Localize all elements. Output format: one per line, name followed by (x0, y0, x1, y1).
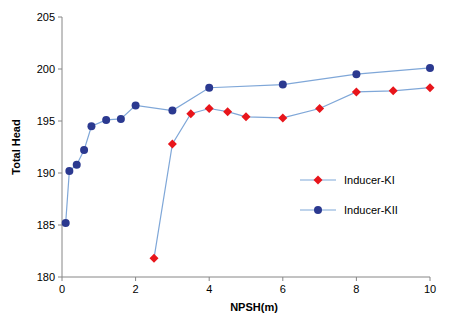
x-tick-label: 6 (280, 283, 286, 295)
x-tick (62, 277, 63, 281)
data-point (150, 254, 159, 263)
y-axis-label: Total Head (10, 119, 22, 174)
x-tick (209, 277, 210, 281)
data-point (315, 104, 324, 113)
x-tick (356, 277, 357, 281)
data-point (186, 109, 195, 118)
data-point (278, 113, 287, 122)
data-point (102, 116, 110, 124)
legend-marker (314, 176, 323, 185)
x-tick-label: 4 (206, 283, 212, 295)
legend-label: Inducer-KII (344, 204, 398, 216)
x-tick (282, 277, 283, 281)
data-point (205, 84, 213, 92)
x-tick-label: 8 (353, 283, 359, 295)
data-point (205, 104, 214, 113)
data-point (426, 83, 435, 92)
y-tick-label: 195 (37, 115, 55, 127)
data-point (87, 122, 95, 130)
data-point (279, 81, 287, 89)
y-tick (58, 173, 62, 174)
data-point (242, 112, 251, 121)
y-tick-label: 190 (37, 167, 55, 179)
data-point (132, 101, 140, 109)
legend-label: Inducer-KI (344, 174, 395, 186)
y-tick (58, 225, 62, 226)
data-point (426, 64, 434, 72)
y-tick-label: 205 (37, 11, 55, 23)
data-point (389, 86, 398, 95)
data-point (73, 161, 81, 169)
plot-area (62, 64, 435, 263)
data-point (117, 115, 125, 123)
y-tick-label: 200 (37, 63, 55, 75)
series-line (66, 68, 430, 223)
y-tick (58, 69, 62, 70)
data-point (223, 107, 232, 116)
x-tick (135, 277, 136, 281)
y-tick (58, 121, 62, 122)
y-tick-label: 185 (37, 219, 55, 231)
x-axis-label: NPSH(m) (230, 301, 278, 313)
data-point (62, 219, 70, 227)
y-tick (58, 17, 62, 18)
data-point (352, 70, 360, 78)
data-point (65, 167, 73, 175)
x-axis (62, 277, 430, 278)
x-tick-label: 10 (424, 283, 436, 295)
legend-marker (314, 206, 322, 214)
y-axis (62, 17, 63, 277)
data-point (168, 107, 176, 115)
x-tick (430, 277, 431, 281)
x-tick-label: 2 (133, 283, 139, 295)
y-tick (58, 277, 62, 278)
data-point (352, 87, 361, 96)
y-tick-label: 180 (37, 271, 55, 283)
x-tick-label: 0 (59, 283, 65, 295)
data-point (80, 146, 88, 154)
chart: 180 185 190 195 200 205 0 2 4 6 8 10 NPSH(m) Total He… (0, 0, 454, 314)
series-line (154, 88, 430, 259)
data-point (168, 139, 177, 148)
